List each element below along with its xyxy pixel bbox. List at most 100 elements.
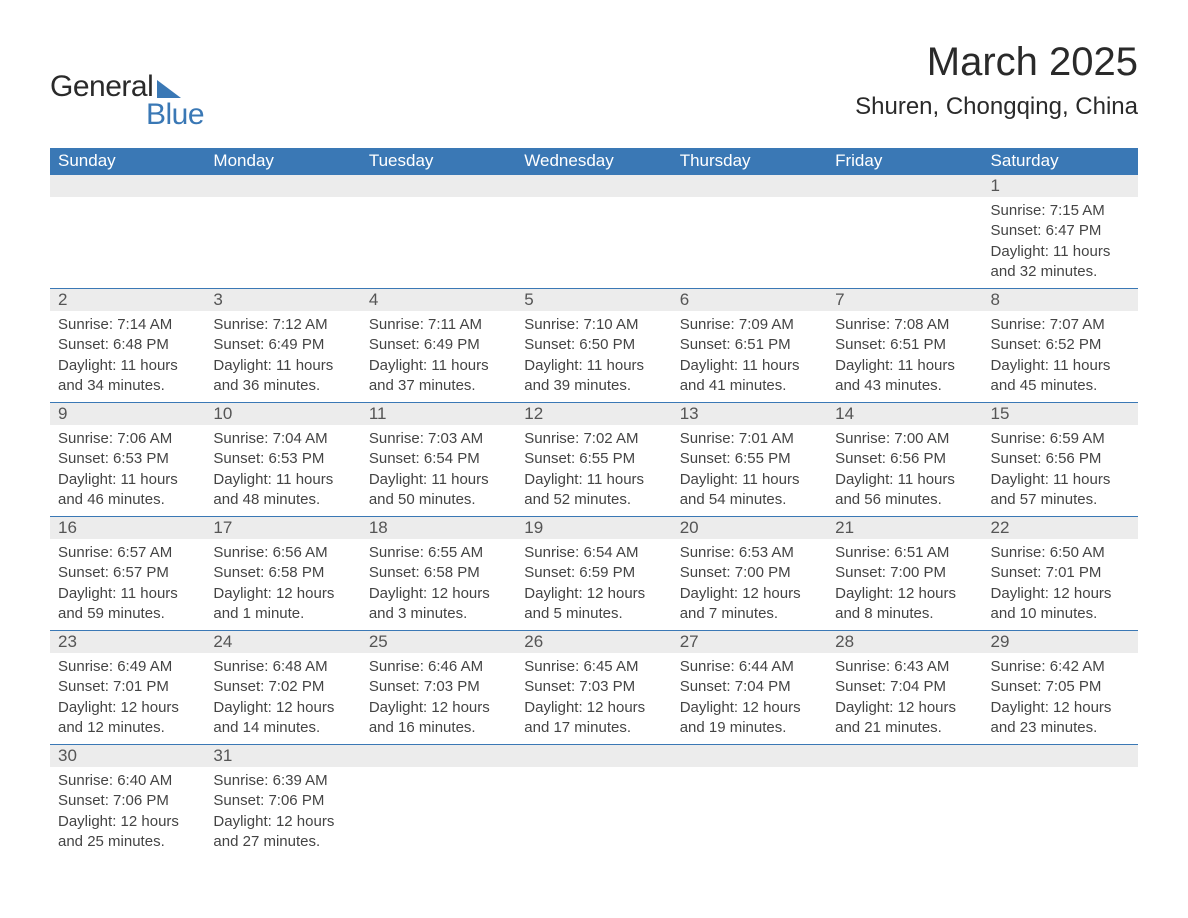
day-sunset: Sunset: 6:51 PM: [835, 335, 974, 355]
day-dl1: Daylight: 12 hours: [835, 698, 974, 718]
day-dl1: Daylight: 12 hours: [213, 698, 352, 718]
calendar-week-row: 30Sunrise: 6:40 AMSunset: 7:06 PMDayligh…: [50, 745, 1138, 859]
day-sunset: Sunset: 6:47 PM: [991, 221, 1130, 241]
col-tuesday: Tuesday: [361, 148, 516, 175]
day-sunrise: Sunrise: 7:03 AM: [369, 429, 508, 449]
day-sunset: Sunset: 7:00 PM: [835, 563, 974, 583]
calendar-day-cell: [361, 745, 516, 859]
day-sunrise: Sunrise: 6:46 AM: [369, 657, 508, 677]
calendar-day-cell: 15 Sunrise: 6:59 AMSunset: 6:56 PMDayligh…: [983, 403, 1138, 517]
day-sunrise: Sunrise: 6:53 AM: [680, 543, 819, 563]
day-number: 25: [361, 631, 516, 653]
calendar-day-cell: 28Sunrise: 6:43 AMSunset: 7:04 PMDayligh…: [827, 631, 982, 745]
calendar-day-cell: 25Sunrise: 6:46 AMSunset: 7:03 PMDayligh…: [361, 631, 516, 745]
day-sunset: Sunset: 6:49 PM: [369, 335, 508, 355]
calendar-day-cell: [827, 175, 982, 289]
day-number: 29: [983, 631, 1138, 653]
day-details: Sunrise: 6:56 AMSunset: 6:58 PMDaylight:…: [205, 539, 360, 630]
day-dl1: Daylight: 11 hours: [58, 584, 197, 604]
day-number: 22: [983, 517, 1138, 539]
calendar-day-cell: 14Sunrise: 7:00 AMSunset: 6:56 PMDayligh…: [827, 403, 982, 517]
day-dl1: Daylight: 11 hours: [369, 356, 508, 376]
day-sunrise: Sunrise: 6:59 AM: [991, 429, 1130, 449]
day-sunset: Sunset: 6:51 PM: [680, 335, 819, 355]
day-sunset: Sunset: 6:58 PM: [369, 563, 508, 583]
day-dl1: Daylight: 11 hours: [991, 470, 1130, 490]
calendar-day-cell: 2Sunrise: 7:14 AMSunset: 6:48 PMDaylight…: [50, 289, 205, 403]
day-dl1: Daylight: 12 hours: [58, 698, 197, 718]
day-sunrise: Sunrise: 6:48 AM: [213, 657, 352, 677]
day-sunrise: Sunrise: 7:01 AM: [680, 429, 819, 449]
day-details: Sunrise: 6:57 AMSunset: 6:57 PMDaylight:…: [50, 539, 205, 630]
day-details: Sunrise: 7:04 AMSunset: 6:53 PMDaylight:…: [205, 425, 360, 516]
calendar-day-cell: 4Sunrise: 7:11 AMSunset: 6:49 PMDaylight…: [361, 289, 516, 403]
day-details: Sunrise: 6:53 AMSunset: 7:00 PMDaylight:…: [672, 539, 827, 630]
col-saturday: Saturday: [983, 148, 1138, 175]
day-dl1: Daylight: 11 hours: [369, 470, 508, 490]
day-dl2: and 48 minutes.: [213, 490, 352, 510]
weekday-header-row: Sunday Monday Tuesday Wednesday Thursday…: [50, 148, 1138, 175]
calendar-day-cell: [672, 175, 827, 289]
calendar-day-cell: 10Sunrise: 7:04 AMSunset: 6:53 PMDayligh…: [205, 403, 360, 517]
day-number: 19: [516, 517, 671, 539]
day-dl2: and 25 minutes.: [58, 832, 197, 852]
day-sunrise: Sunrise: 7:02 AM: [524, 429, 663, 449]
day-details: Sunrise: 6:51 AMSunset: 7:00 PMDaylight:…: [827, 539, 982, 630]
day-number: 9: [50, 403, 205, 425]
day-sunrise: Sunrise: 6:39 AM: [213, 771, 352, 791]
day-dl2: and 43 minutes.: [835, 376, 974, 396]
day-number: 26: [516, 631, 671, 653]
day-dl2: and 14 minutes.: [213, 718, 352, 738]
day-number: 27: [672, 631, 827, 653]
day-dl1: Daylight: 12 hours: [680, 698, 819, 718]
day-dl1: Daylight: 12 hours: [991, 584, 1130, 604]
day-number: 8: [983, 289, 1138, 311]
day-dl2: and 50 minutes.: [369, 490, 508, 510]
day-dl2: and 23 minutes.: [991, 718, 1130, 738]
calendar-day-cell: 12Sunrise: 7:02 AMSunset: 6:55 PMDayligh…: [516, 403, 671, 517]
day-sunset: Sunset: 7:05 PM: [991, 677, 1130, 697]
day-dl1: Daylight: 12 hours: [58, 812, 197, 832]
day-sunrise: Sunrise: 7:00 AM: [835, 429, 974, 449]
calendar-day-cell: 27Sunrise: 6:44 AMSunset: 7:04 PMDayligh…: [672, 631, 827, 745]
day-details-empty: [672, 197, 827, 288]
day-number: 16: [50, 517, 205, 539]
day-dl2: and 59 minutes.: [58, 604, 197, 624]
logo-triangle-icon: [157, 80, 181, 98]
day-dl2: and 19 minutes.: [680, 718, 819, 738]
day-details: Sunrise: 7:09 AMSunset: 6:51 PMDaylight:…: [672, 311, 827, 402]
day-details: Sunrise: 7:08 AMSunset: 6:51 PMDaylight:…: [827, 311, 982, 402]
col-monday: Monday: [205, 148, 360, 175]
day-dl2: and 16 minutes.: [369, 718, 508, 738]
calendar-day-cell: [516, 745, 671, 859]
calendar-day-cell: 31Sunrise: 6:39 AMSunset: 7:06 PMDayligh…: [205, 745, 360, 859]
col-thursday: Thursday: [672, 148, 827, 175]
day-details: Sunrise: 6:39 AMSunset: 7:06 PMDaylight:…: [205, 767, 360, 858]
page-header: General Blue March 2025 Shuren, Chongqin…: [50, 40, 1138, 132]
day-number: [361, 745, 516, 767]
day-dl2: and 39 minutes.: [524, 376, 663, 396]
location: Shuren, Chongqing, China: [855, 93, 1138, 121]
day-number: 31: [205, 745, 360, 767]
day-details: Sunrise: 7:06 AMSunset: 6:53 PMDaylight:…: [50, 425, 205, 516]
day-number: [672, 175, 827, 197]
calendar-day-cell: 22Sunrise: 6:50 AMSunset: 7:01 PMDayligh…: [983, 517, 1138, 631]
day-sunset: Sunset: 7:03 PM: [524, 677, 663, 697]
day-sunset: Sunset: 6:56 PM: [835, 449, 974, 469]
day-number: 13: [672, 403, 827, 425]
day-dl2: and 45 minutes.: [991, 376, 1130, 396]
day-sunset: Sunset: 6:56 PM: [991, 449, 1130, 469]
day-dl2: and 32 minutes.: [991, 262, 1130, 282]
day-dl2: and 10 minutes.: [991, 604, 1130, 624]
day-sunset: Sunset: 6:52 PM: [991, 335, 1130, 355]
day-number: 15: [983, 403, 1138, 425]
day-number: [827, 745, 982, 767]
day-number: [205, 175, 360, 197]
calendar-day-cell: 3Sunrise: 7:12 AMSunset: 6:49 PMDaylight…: [205, 289, 360, 403]
day-details: Sunrise: 7:11 AMSunset: 6:49 PMDaylight:…: [361, 311, 516, 402]
day-number: 3: [205, 289, 360, 311]
day-number: 12: [516, 403, 671, 425]
day-sunrise: Sunrise: 6:40 AM: [58, 771, 197, 791]
day-dl2: and 41 minutes.: [680, 376, 819, 396]
day-number: [672, 745, 827, 767]
